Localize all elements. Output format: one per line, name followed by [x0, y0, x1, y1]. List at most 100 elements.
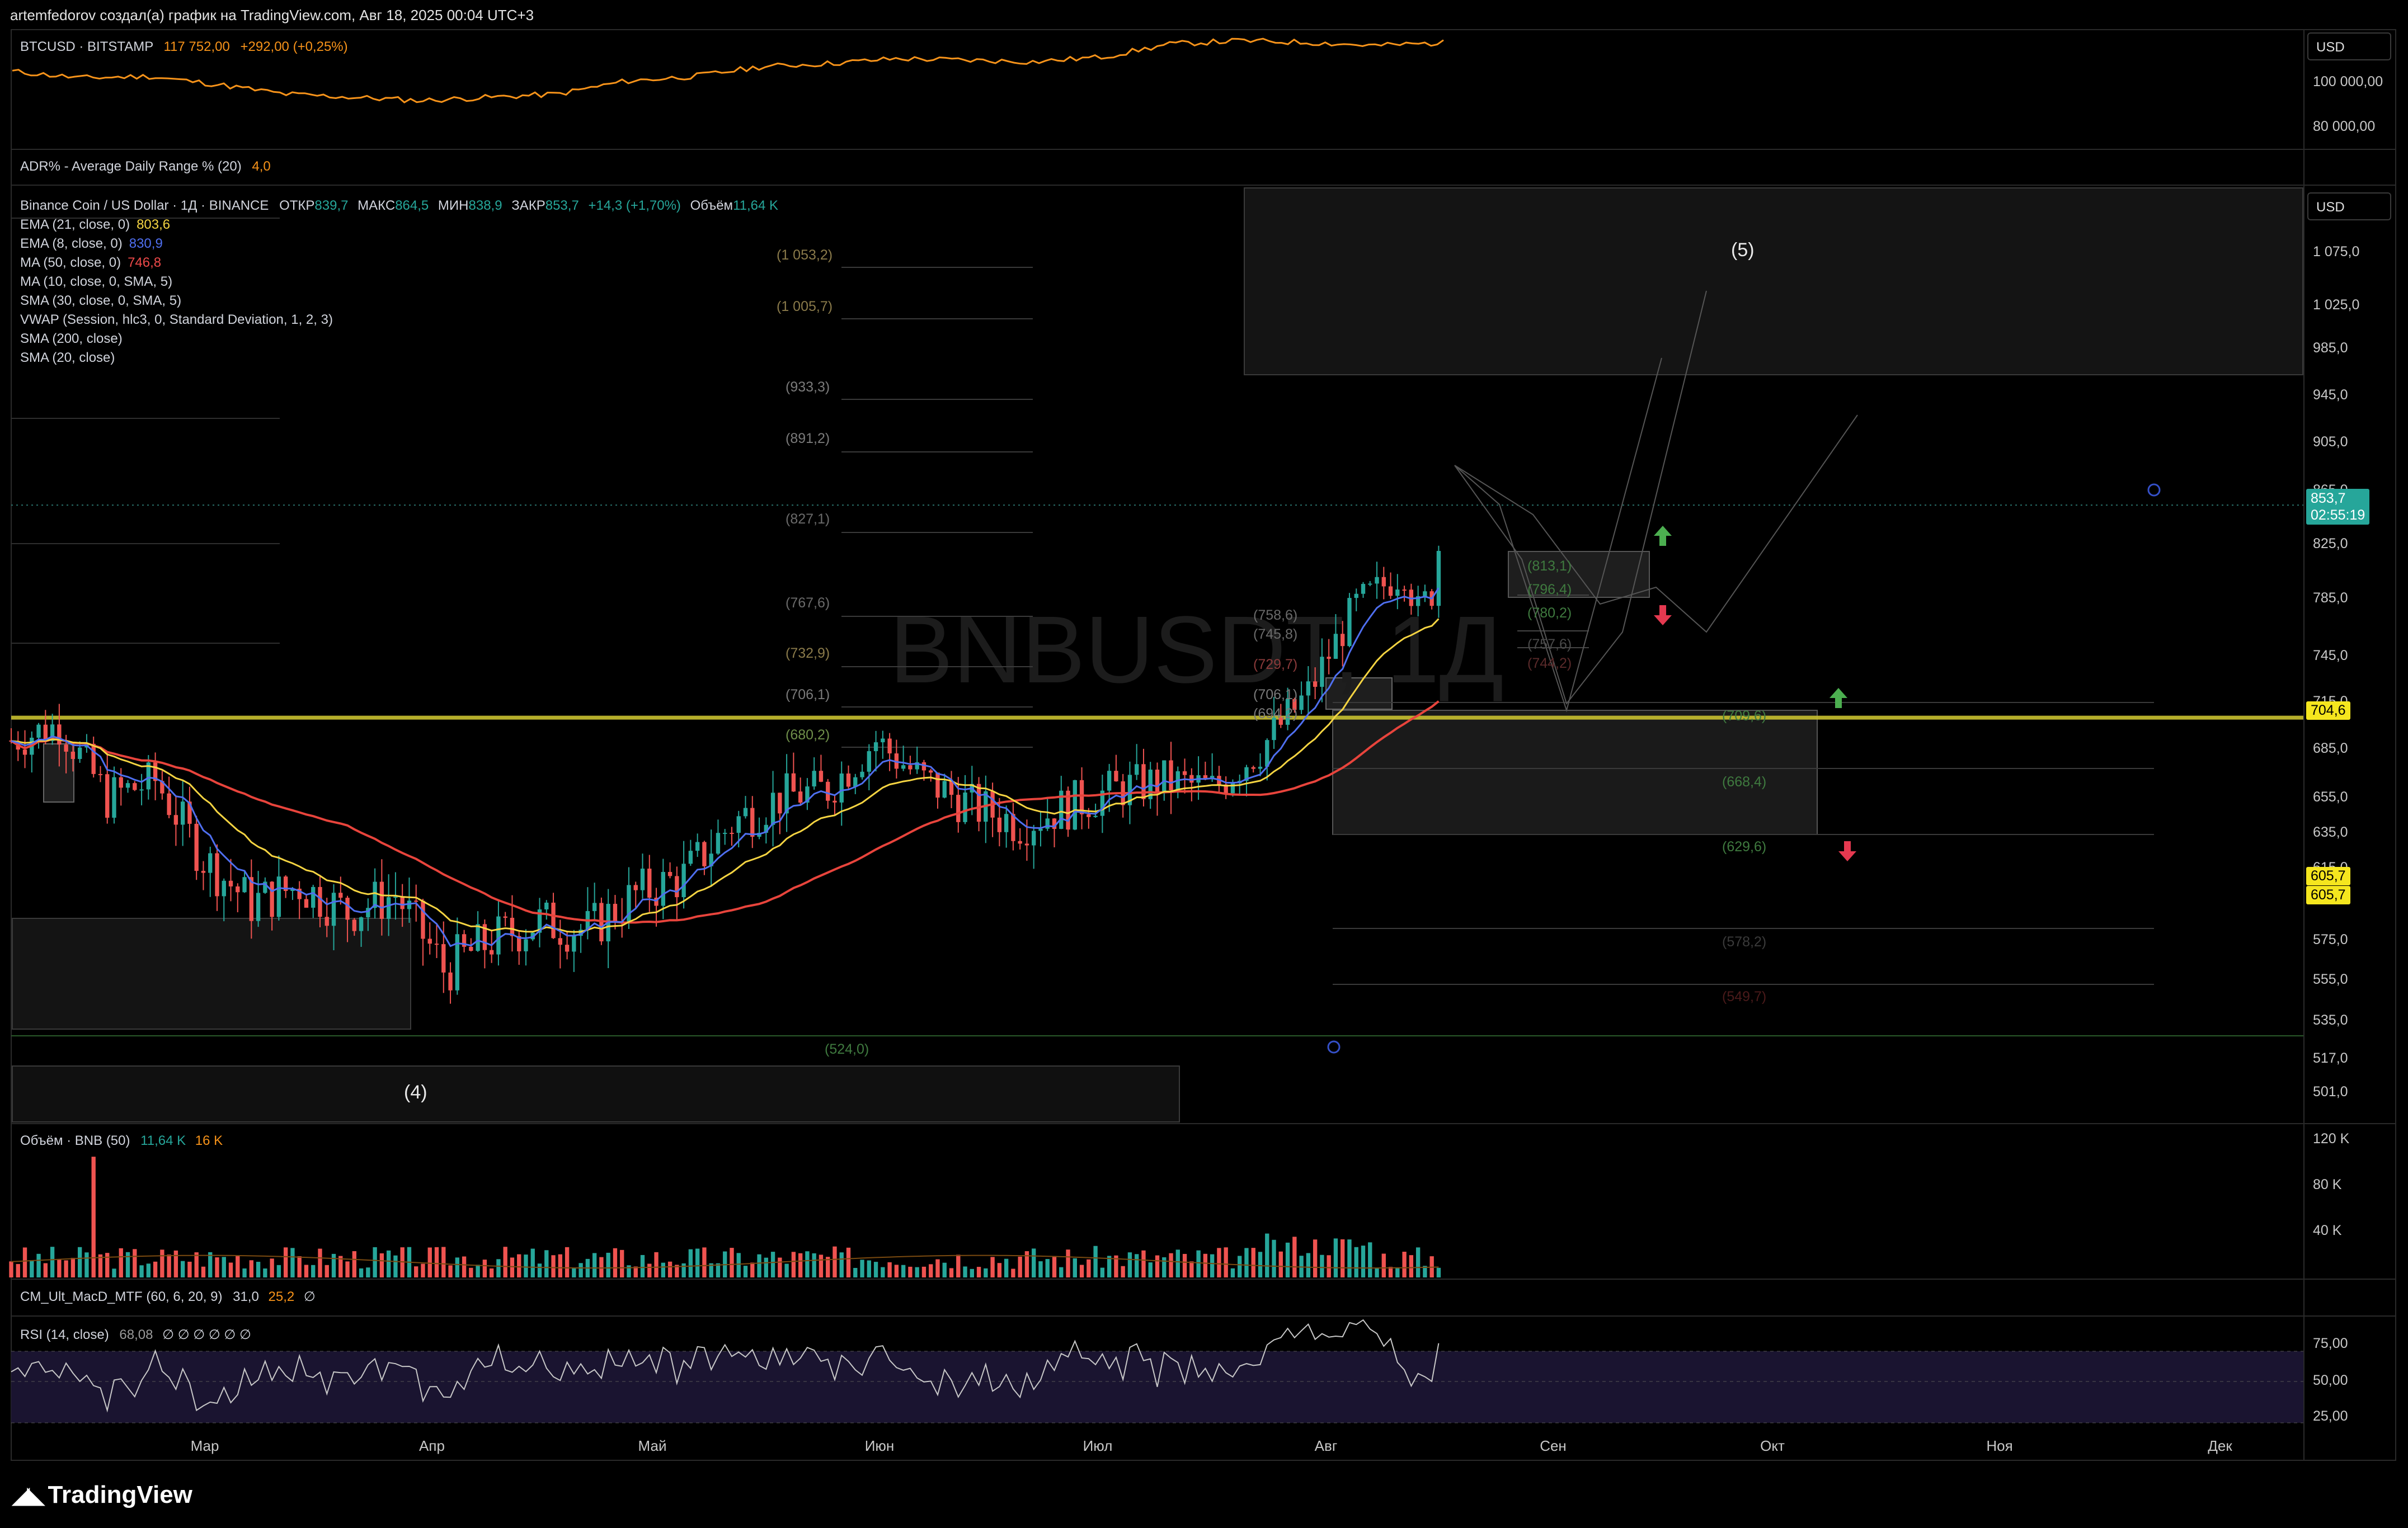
volume-bar: [105, 1253, 110, 1277]
volume-bar: [915, 1267, 919, 1277]
candle-body: [730, 833, 734, 834]
candle-body: [1018, 841, 1022, 844]
volume-bar: [489, 1268, 494, 1277]
volume-bar: [873, 1262, 878, 1277]
volume-bar: [379, 1253, 384, 1277]
candle-body: [1066, 790, 1070, 830]
volume-bar: [441, 1247, 446, 1277]
candle-body: [929, 770, 933, 773]
candle-body: [366, 908, 370, 918]
btc-currency-button[interactable]: USD: [2307, 32, 2391, 60]
indicator-row[interactable]: SMA (20, close): [20, 350, 115, 366]
volume-ma-line: [11, 1255, 1439, 1269]
volume-bar: [1224, 1247, 1228, 1277]
main-currency-button[interactable]: USD: [2307, 192, 2391, 220]
candle-body: [1079, 780, 1084, 814]
candle-body: [263, 881, 267, 893]
indicator-name: SMA (30, close, 0, SMA, 5): [20, 293, 182, 308]
indicator-row[interactable]: VWAP (Session, hlc3, 0, Standard Deviati…: [20, 312, 333, 328]
volume-bar: [1155, 1255, 1160, 1277]
candle-body: [173, 815, 178, 825]
fib-level-label: (758,6): [1253, 607, 1298, 623]
macd-value: 31,0: [233, 1289, 259, 1304]
panel-separator: [11, 185, 2396, 186]
candle-body: [956, 795, 961, 822]
volume-bar: [1011, 1268, 1015, 1277]
candle-body: [1347, 598, 1352, 647]
indicator-name: VWAP (Session, hlc3, 0, Standard Deviati…: [20, 312, 333, 327]
projection-path: [1454, 414, 1858, 633]
adr-value: 4,0: [252, 159, 271, 174]
volume-bar: [784, 1263, 789, 1277]
volume-bar: [1045, 1259, 1050, 1277]
candle-body: [50, 724, 55, 741]
indicator-row[interactable]: MA (10, close, 0, SMA, 5): [20, 274, 172, 290]
candle-body: [77, 747, 82, 760]
volume-bar: [1306, 1253, 1311, 1277]
volume-bar: [709, 1263, 713, 1277]
fib-level-label: (706,1): [1253, 687, 1298, 702]
candle-body: [1114, 771, 1118, 782]
panel-separator: [11, 1315, 2396, 1317]
candle-body: [407, 900, 412, 909]
volume-bar: [1423, 1266, 1427, 1277]
volume-bar: [887, 1262, 892, 1277]
candle-body: [386, 897, 391, 919]
volume-bar: [331, 1253, 336, 1277]
candle-body: [290, 888, 295, 892]
tradingview-logo[interactable]: ◢◣ TradingView: [12, 1481, 192, 1509]
chart-header: artemfedorov создал(а) график на Trading…: [10, 7, 534, 23]
price-tick: 685,0: [2313, 741, 2348, 756]
candle-body: [503, 916, 507, 918]
volume-bar: [311, 1265, 316, 1277]
volume-bar: [1066, 1249, 1070, 1277]
candle-body: [434, 944, 439, 945]
rsi-tick: 50,00: [2313, 1373, 2348, 1388]
volume-bar: [1217, 1248, 1221, 1277]
volume-bar: [160, 1249, 164, 1277]
volume-bar: [1175, 1249, 1180, 1277]
candle-body: [976, 784, 981, 822]
volume-bar: [503, 1247, 507, 1277]
volume-bar: [894, 1265, 899, 1277]
volume-bar: [1162, 1257, 1167, 1277]
btc-tick: 100 000,00: [2313, 74, 2383, 89]
price-tick: 985,0: [2313, 340, 2348, 356]
ohlc-close-key: ЗАКР: [511, 198, 545, 213]
candle-body: [1361, 584, 1366, 594]
price-tick: 575,0: [2313, 932, 2348, 947]
volume-bar: [242, 1268, 247, 1277]
volume-bar: [935, 1259, 940, 1277]
candle-body: [695, 842, 700, 851]
rsi-tick: 75,00: [2313, 1336, 2348, 1351]
volume-bar: [997, 1263, 1002, 1277]
ohlc-high-value: 864,5: [395, 198, 429, 213]
candle-body: [887, 738, 892, 754]
volume-bar: [1073, 1258, 1077, 1277]
candle-body: [860, 771, 864, 777]
fib-level-label: (732,9): [786, 645, 830, 661]
price-tick: 655,0: [2313, 789, 2348, 805]
candle-body: [935, 772, 940, 798]
indicator-row[interactable]: EMA (8, close, 0) 830,9: [20, 236, 163, 252]
candle-body: [133, 783, 137, 790]
volume-bar: [1052, 1256, 1057, 1277]
ema21-line: [11, 618, 1440, 933]
candle-body: [908, 765, 913, 770]
candle-body: [462, 934, 467, 947]
candle-body: [324, 917, 329, 926]
candle-body: [1011, 814, 1015, 841]
indicator-row[interactable]: SMA (30, close, 0, SMA, 5): [20, 293, 181, 309]
candle-body: [1045, 818, 1050, 829]
indicator-row[interactable]: EMA (21, close, 0) 803,6: [20, 217, 170, 233]
candle-body: [661, 871, 665, 906]
rsi-line: [11, 1319, 1440, 1413]
candle-body: [482, 924, 487, 950]
indicator-row[interactable]: SMA (200, close): [20, 331, 123, 347]
fib-level-label: (757,6): [1527, 636, 1572, 652]
indicator-name: EMA (21, close, 0): [20, 217, 130, 232]
indicator-row[interactable]: MA (50, close, 0) 746,8: [20, 255, 161, 271]
target-zone-box: [1244, 187, 2303, 375]
candle-body: [208, 853, 213, 873]
